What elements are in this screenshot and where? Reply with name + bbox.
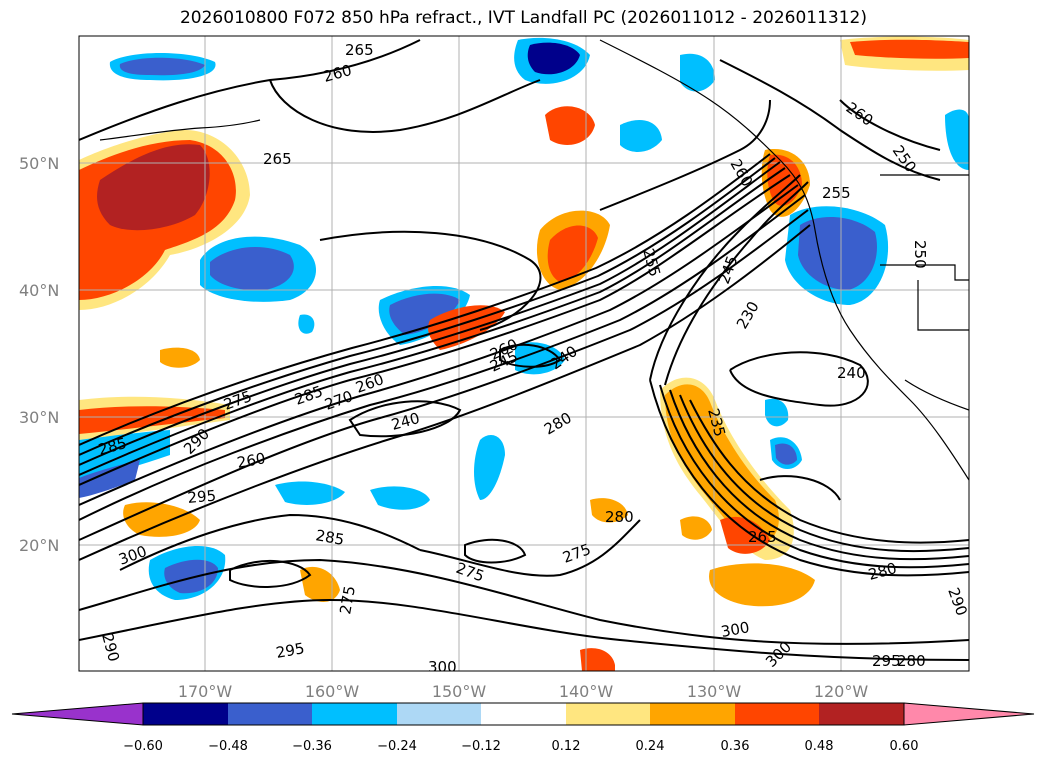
colorbar-tick-label: 0.60 — [890, 739, 919, 754]
colorbar-segment — [650, 703, 735, 725]
contour-label: 265 — [345, 41, 374, 59]
lon-tick-label: 150°W — [432, 682, 487, 701]
colorbar-extend-high — [903, 702, 1035, 726]
contour-label: 300 — [720, 618, 751, 641]
colorbar-segment — [819, 703, 904, 725]
lat-tick-label: 30°N — [19, 408, 59, 427]
contour-label: 255 — [822, 184, 851, 202]
colorbar-tick-label: 0.48 — [805, 739, 834, 754]
colorbar-tick-label: −0.24 — [377, 739, 417, 754]
contour-label: 285 — [314, 526, 345, 549]
lat-tick-label: 40°N — [19, 281, 59, 300]
contour-label: 250 — [911, 240, 929, 269]
map-frame — [78, 35, 970, 672]
colorbar: −0.60 −0.48 −0.36 −0.24 −0.12 0.12 0.24 … — [11, 702, 1035, 754]
coastlines — [99, 39, 969, 481]
colorbar-segment — [566, 703, 650, 725]
contour-label: 300 — [428, 658, 457, 676]
contour-label: 280 — [897, 652, 926, 670]
lon-tick-label: 120°W — [814, 682, 869, 701]
lat-tick-label: 20°N — [19, 536, 59, 555]
contour-label: 265 — [748, 528, 777, 546]
colorbar-tick-label: 0.24 — [636, 739, 665, 754]
contour-label: 295 — [187, 487, 217, 507]
colorbar-segment — [397, 703, 481, 725]
map-title: 2026010800 F072 850 hPa refract., IVT La… — [179, 8, 867, 28]
lat-tick-label: 50°N — [19, 154, 59, 173]
colorbar-extend-low — [11, 702, 144, 726]
contour-label: 275 — [336, 584, 359, 615]
colorbar-tick-label: 0.36 — [721, 739, 750, 754]
lon-tick-label: 170°W — [178, 682, 233, 701]
colorbar-segment — [481, 703, 566, 725]
colorbar-tick-label: −0.12 — [461, 739, 501, 754]
colorbar-tick-label: −0.48 — [208, 739, 248, 754]
lon-tick-label: 160°W — [305, 682, 360, 701]
colorbar-tick-label: −0.36 — [292, 739, 332, 754]
graticule — [79, 36, 969, 671]
contour-label: 295 — [275, 639, 306, 662]
colorbar-segment — [312, 703, 397, 725]
contour-label: 265 — [263, 150, 292, 168]
colorbar-segment — [735, 703, 819, 725]
contour-label: 295 — [872, 652, 901, 670]
contour-label: 240 — [837, 364, 866, 382]
colorbar-segment — [143, 703, 228, 725]
colorbar-tick-label: 0.12 — [552, 739, 581, 754]
contour-label: 260 — [236, 449, 267, 472]
colorbar-outline — [142, 702, 905, 726]
lon-tick-label: 140°W — [559, 682, 614, 701]
lon-tick-label: 130°W — [687, 682, 742, 701]
contour-label: 280 — [605, 508, 634, 526]
longitude-labels: 170°W 160°W 150°W 140°W 130°W 120°W — [178, 682, 869, 701]
latitude-labels: 50°N 40°N 30°N 20°N — [19, 154, 59, 555]
colorbar-segment — [228, 703, 312, 725]
contour-lines — [79, 39, 969, 661]
colorbar-tick-label: −0.60 — [123, 739, 163, 754]
